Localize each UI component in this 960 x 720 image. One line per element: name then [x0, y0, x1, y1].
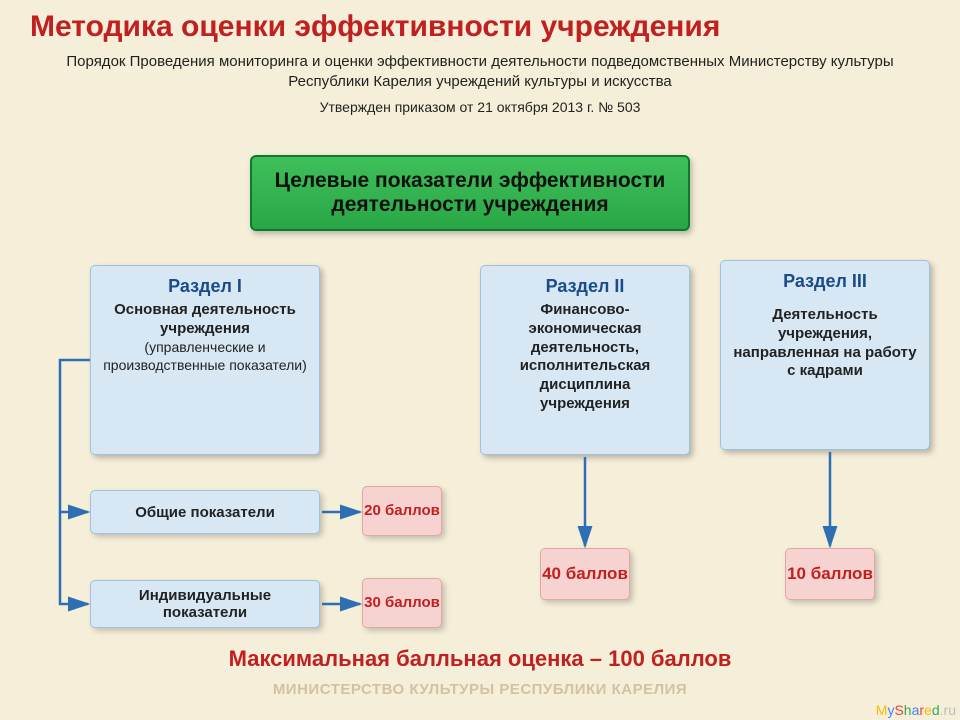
section-3-box: Раздел III Деятельность учреждения, напр…: [720, 260, 930, 450]
main-title: Методика оценки эффективности учреждения: [30, 10, 930, 44]
score-20-box: 20 баллов: [362, 486, 442, 536]
section-3-title: Раздел III: [733, 271, 917, 292]
score-10-box: 10 баллов: [785, 548, 875, 600]
section-1-body: Основная деятельность учреждения (управл…: [103, 301, 307, 376]
footer-total: Максимальная балльная оценка – 100 балло…: [0, 646, 960, 672]
section-2-body: Финансово-экономическая деятельность, ис…: [493, 301, 677, 414]
brand-logo: MyShared.ru: [876, 702, 956, 718]
section-2-title: Раздел II: [493, 276, 677, 297]
section-3-body: Деятельность учреждения, направленная на…: [733, 306, 917, 381]
section-1-box: Раздел I Основная деятельность учреждени…: [90, 265, 320, 455]
score-40-box: 40 баллов: [540, 548, 630, 600]
section-1-body-paren: (управленческие и производственные показ…: [103, 339, 307, 374]
section-1-body-bold: Основная деятельность учреждения: [114, 301, 296, 337]
section-1-title: Раздел I: [103, 276, 307, 297]
subtitle: Порядок Проведения мониторинга и оценки …: [50, 52, 910, 93]
watermark: МИНИСТЕРСТВО КУЛЬТУРЫ РЕСПУБЛИКИ КАРЕЛИЯ: [0, 681, 960, 698]
individual-indicators-box: Индивидуальные показатели: [90, 580, 320, 628]
target-indicators-box: Целевые показатели эффективности деятель…: [250, 155, 690, 231]
score-30-box: 30 баллов: [362, 578, 442, 628]
approved-line: Утвержден приказом от 21 октября 2013 г.…: [30, 99, 930, 115]
general-indicators-box: Общие показатели: [90, 490, 320, 534]
slide-root: Методика оценки эффективности учреждения…: [0, 0, 960, 720]
section-2-box: Раздел II Финансово-экономическая деятел…: [480, 265, 690, 455]
